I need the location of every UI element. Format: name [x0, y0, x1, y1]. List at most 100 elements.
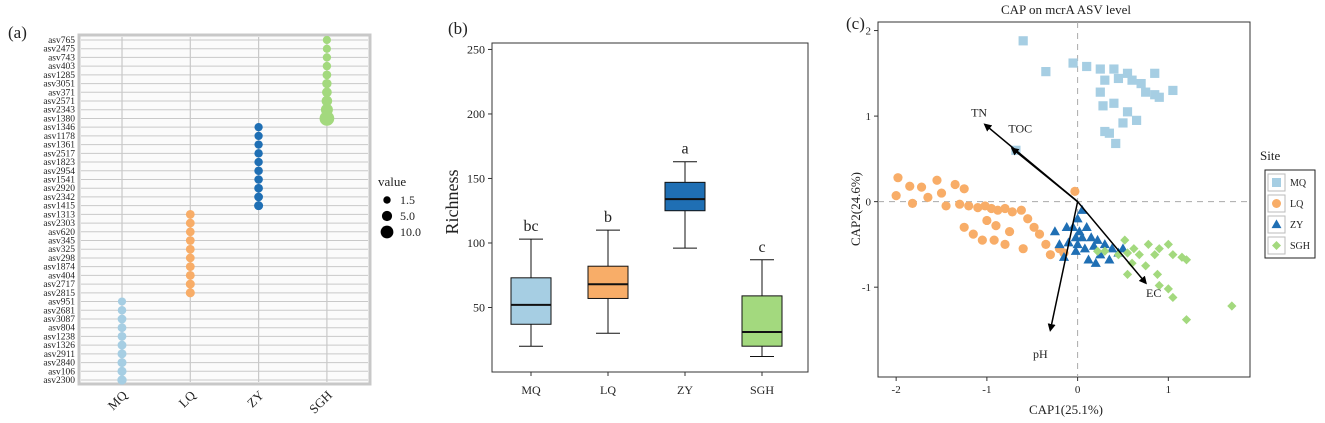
point-LQ	[964, 201, 974, 211]
point-MQ	[1136, 78, 1146, 89]
panel-b-boxplot: Richness 50 100 150 200 250 bc MQ b LQ a ZY c SGH	[442, 42, 809, 397]
panel-label-c: (c)	[846, 14, 865, 33]
asv-label: asv2920	[43, 184, 75, 194]
dot-asv1380	[319, 111, 335, 126]
point-SGH	[1181, 255, 1192, 265]
asv-label: asv404	[48, 271, 75, 281]
point-MQ	[1018, 36, 1028, 46]
x-tick-label: LQ	[600, 383, 616, 397]
cap-xlabel: CAP1(25.1%)	[1029, 402, 1103, 417]
dot-asv620	[185, 227, 195, 237]
point-MQ	[1118, 118, 1128, 128]
legend-label: 5.0	[400, 209, 415, 223]
point-LQ	[893, 173, 903, 183]
arrow-label: TN	[971, 106, 987, 120]
dot-asv2717	[185, 279, 195, 289]
point-MQ	[1068, 58, 1078, 68]
arrow-label: TOC	[1008, 122, 1032, 136]
significance-letter: b	[604, 209, 612, 226]
point-ZY	[1079, 243, 1090, 253]
arrow-pH	[1047, 201, 1079, 332]
asv-label: asv2475	[43, 45, 75, 55]
category-tick-label: LQ	[176, 387, 199, 410]
point-MQ	[1122, 107, 1133, 117]
x-tick-label: -1	[982, 384, 991, 396]
point-LQ	[905, 181, 915, 191]
point-MQ	[1109, 98, 1119, 108]
dotplot-frame	[77, 33, 372, 386]
legend-label: 10.0	[400, 225, 421, 239]
legend-label: 1.5	[400, 193, 415, 207]
point-MQ	[1098, 101, 1108, 111]
point-SGH	[1163, 284, 1173, 294]
dot-asv1415	[254, 201, 264, 211]
point-LQ	[1045, 250, 1055, 260]
box-LQ	[587, 265, 629, 299]
point-MQ	[1131, 115, 1142, 125]
point-ZY	[1117, 243, 1129, 253]
asv-label: asv804	[48, 324, 75, 334]
dot-asv3051	[322, 78, 332, 89]
asv-label: asv325	[48, 245, 75, 255]
y-tick-label: -1	[862, 282, 871, 294]
point-MQ	[1150, 68, 1160, 78]
dot-asv2475	[322, 44, 331, 53]
legend-size-dot	[381, 210, 393, 222]
legend-size-dot	[380, 225, 394, 239]
point-MQ	[1100, 75, 1110, 85]
dot-asv804	[117, 323, 127, 333]
point-LQ	[959, 184, 969, 194]
box-ZY	[664, 181, 706, 212]
point-SGH	[1154, 280, 1164, 291]
point-MQ	[1095, 87, 1105, 97]
cap-frame	[877, 21, 1251, 378]
point-SGH	[1127, 258, 1137, 268]
point-LQ	[1041, 239, 1051, 250]
asv-label: asv1361	[43, 141, 75, 151]
dot-asv1326	[117, 340, 127, 350]
point-MQ	[1109, 64, 1119, 74]
point-ZY	[1058, 251, 1070, 261]
point-LQ	[1018, 244, 1028, 254]
point-LQ	[941, 201, 951, 211]
asv-label: asv2303	[43, 219, 75, 229]
asv-label: asv2954	[43, 167, 75, 177]
y-tick-label: 150	[467, 171, 485, 185]
dot-asv1361	[254, 140, 263, 149]
asv-label: asv3051	[43, 80, 75, 90]
point-ZY	[1086, 232, 1097, 242]
asv-label: asv2343	[43, 106, 75, 116]
point-MQ	[1168, 85, 1178, 96]
point-ZY	[1070, 245, 1081, 255]
legend-title: value	[378, 174, 406, 189]
point-LQ	[932, 175, 942, 185]
x-tick-label: -2	[892, 384, 901, 396]
point-MQ	[1111, 138, 1121, 149]
point-LQ	[989, 235, 999, 245]
legend-marker-MQ	[1272, 178, 1281, 187]
point-SGH	[1122, 269, 1133, 279]
point-LQ	[950, 179, 960, 190]
cap-title: CAP on mcrA ASV level	[1001, 2, 1131, 17]
panel-label-b: (b)	[448, 19, 468, 38]
dot-asv2303	[185, 218, 195, 228]
legend-label: LQ	[1290, 199, 1304, 210]
dot-asv298	[185, 253, 195, 263]
cap-ylabel: CAP2(24.6%)	[848, 172, 863, 246]
dot-asv404	[185, 270, 195, 280]
point-SGH	[1154, 244, 1164, 254]
point-LQ	[1004, 226, 1015, 237]
arrow-label: pH	[1033, 347, 1048, 361]
dot-asv371	[322, 87, 332, 98]
point-SGH	[1120, 235, 1130, 245]
dot-asv2571	[321, 95, 333, 107]
dot-asv1823	[254, 157, 263, 167]
dot-asv743	[322, 53, 332, 62]
asv-label: asv1380	[43, 114, 75, 124]
x-tick-label: 0	[1075, 384, 1081, 396]
y-tick-label: 100	[467, 236, 485, 250]
point-SGH	[1163, 239, 1173, 250]
point-LQ	[959, 222, 969, 232]
asv-label: asv345	[48, 237, 75, 247]
legend-label: ZY	[1290, 220, 1303, 231]
